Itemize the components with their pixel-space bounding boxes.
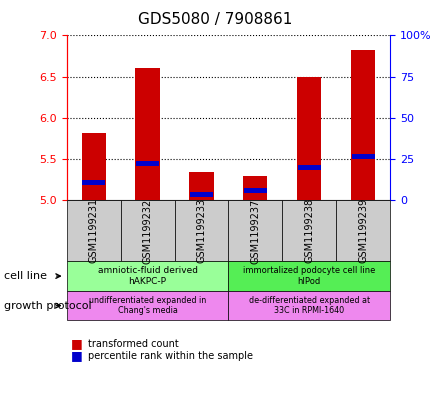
Text: GSM1199232: GSM1199232: [142, 198, 152, 264]
Text: GSM1199237: GSM1199237: [250, 198, 260, 264]
Text: undifferentiated expanded in
Chang's media: undifferentiated expanded in Chang's med…: [89, 296, 206, 315]
Text: GSM1199233: GSM1199233: [196, 198, 206, 263]
Text: ■: ■: [71, 337, 83, 351]
Bar: [297, 165, 320, 170]
Text: transformed count: transformed count: [88, 339, 179, 349]
Text: GSM1199239: GSM1199239: [357, 198, 367, 263]
Bar: [136, 161, 159, 166]
Text: ■: ■: [71, 349, 83, 362]
Text: percentile rank within the sample: percentile rank within the sample: [88, 351, 253, 361]
Text: amniotic-fluid derived
hAKPC-P: amniotic-fluid derived hAKPC-P: [97, 266, 197, 286]
Bar: [82, 180, 105, 185]
Bar: [351, 154, 374, 159]
Bar: [189, 171, 213, 200]
Bar: [243, 176, 267, 200]
Text: GSM1199238: GSM1199238: [304, 198, 313, 263]
Text: immortalized podocyte cell line
hIPod: immortalized podocyte cell line hIPod: [243, 266, 375, 286]
Bar: [190, 192, 212, 197]
Bar: [296, 77, 321, 200]
Text: de-differentiated expanded at
33C in RPMI-1640: de-differentiated expanded at 33C in RPM…: [248, 296, 369, 315]
Text: cell line: cell line: [4, 271, 47, 281]
Text: GSM1199231: GSM1199231: [89, 198, 98, 263]
Text: growth protocol: growth protocol: [4, 301, 92, 310]
Bar: [350, 50, 375, 200]
Bar: [135, 68, 160, 200]
Text: GDS5080 / 7908861: GDS5080 / 7908861: [138, 12, 292, 27]
Bar: [243, 188, 266, 193]
Bar: [81, 133, 106, 200]
